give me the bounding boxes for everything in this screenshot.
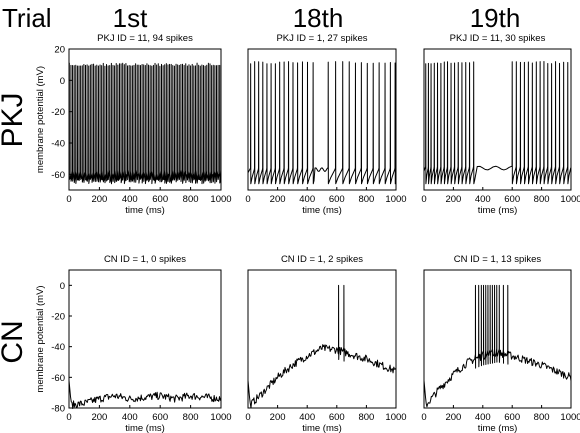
x-axis-label: time (ms) xyxy=(125,423,165,433)
panel-cn-19th: CN ID = 1, 13 spikes 0 200 400 600 800 1000 tim… xyxy=(421,254,580,433)
x-tick-label: 0 xyxy=(245,412,250,423)
x-axis-label: time (ms) xyxy=(478,423,518,433)
row-label-pkj: PKJ xyxy=(0,92,29,147)
panel-cn-1st: CN ID = 1, 0 spikes 0 200 400 600 800 1000 0 -20… xyxy=(35,254,232,433)
voltage-trace xyxy=(423,284,572,408)
panel-title-pkj-19th: PKJ ID = 11, 30 spikes xyxy=(450,33,546,44)
voltage-trace xyxy=(247,284,397,409)
x-tick-label: 400 xyxy=(475,412,491,423)
x-tick-label: 600 xyxy=(152,412,168,423)
x-tick-label: 800 xyxy=(183,194,199,205)
y-tick-label: 0 xyxy=(60,76,65,87)
y-tick-label: -40 xyxy=(51,342,65,353)
x-tick-label: 0 xyxy=(66,194,71,205)
x-tick-label: 800 xyxy=(358,194,374,205)
x-tick-label: 1000 xyxy=(385,194,406,205)
y-tick-label: -80 xyxy=(51,404,65,415)
x-axis-label: time (ms) xyxy=(478,205,518,216)
x-tick-label: 1000 xyxy=(210,194,231,205)
y-tick-label: -60 xyxy=(51,170,65,181)
x-tick-label: 1000 xyxy=(560,194,580,205)
y-axis-label: membrane potential (mV) xyxy=(35,66,46,173)
plot-frame xyxy=(247,269,397,409)
plot-frame xyxy=(68,269,222,409)
x-tick-label: 800 xyxy=(358,412,374,423)
panel-title-cn-18th: CN ID = 1, 2 spikes xyxy=(281,254,363,265)
column-header-18th: 18th xyxy=(293,3,344,33)
y-tick-label: 0 xyxy=(60,281,65,292)
panel-pkj-19th: PKJ ID = 11, 30 spikes 0 200 400 600 800 1000 t… xyxy=(421,33,580,216)
x-tick-label: 0 xyxy=(421,194,426,205)
x-tick-label: 1000 xyxy=(385,412,406,423)
x-tick-label: 1000 xyxy=(210,412,231,423)
x-tick-label: 200 xyxy=(91,412,107,423)
x-tick-label: 600 xyxy=(504,412,520,423)
panel-title-cn-19th: CN ID = 1, 13 spikes xyxy=(454,254,542,265)
row-label-cn: CN xyxy=(0,320,29,363)
plot-frame xyxy=(247,48,397,191)
x-tick-label: 200 xyxy=(270,412,286,423)
x-tick-label: 400 xyxy=(299,412,315,423)
x-tick-label: 600 xyxy=(152,194,168,205)
x-tick-label: 0 xyxy=(421,412,426,423)
x-tick-label: 0 xyxy=(245,194,250,205)
x-tick-label: 200 xyxy=(445,412,461,423)
x-tick-label: 600 xyxy=(504,194,520,205)
trial-label: Trial xyxy=(2,3,52,33)
x-axis-label: time (ms) xyxy=(302,423,342,433)
x-tick-label: 600 xyxy=(329,412,345,423)
x-tick-label: 400 xyxy=(475,194,491,205)
x-tick-label: 0 xyxy=(66,412,71,423)
y-tick-label: -20 xyxy=(51,312,65,323)
x-tick-label: 800 xyxy=(534,194,550,205)
voltage-trace xyxy=(423,61,572,185)
y-tick-label: 20 xyxy=(54,45,65,56)
voltage-trace xyxy=(247,61,397,185)
y-tick-label: -40 xyxy=(51,139,65,150)
x-tick-label: 800 xyxy=(183,412,199,423)
x-tick-label: 800 xyxy=(534,412,550,423)
x-axis-label: time (ms) xyxy=(125,205,165,216)
x-tick-label: 200 xyxy=(270,194,286,205)
y-axis-label: membrane potential (mV) xyxy=(35,285,46,392)
panel-title-pkj-1st: PKJ ID = 11, 94 spikes xyxy=(97,33,193,44)
y-tick-label: -60 xyxy=(51,373,65,384)
plot-frame xyxy=(68,48,222,191)
plot-frame xyxy=(423,48,572,191)
x-tick-label: 400 xyxy=(122,412,138,423)
x-tick-label: 400 xyxy=(299,194,315,205)
y-tick-label: -20 xyxy=(51,107,65,118)
column-header-1st: 1st xyxy=(113,3,148,33)
x-tick-label: 1000 xyxy=(560,412,580,423)
plot-frame xyxy=(423,269,572,409)
voltage-trace xyxy=(68,380,222,409)
column-header-19th: 19th xyxy=(470,3,521,33)
panel-pkj-18th: PKJ ID = 1, 27 spikes 0 200 400 600 800 1000 ti… xyxy=(245,33,406,216)
panel-cn-18th: CN ID = 1, 2 spikes 0 200 400 600 800 1000 time… xyxy=(245,254,406,433)
panel-title-cn-1st: CN ID = 1, 0 spikes xyxy=(104,254,186,265)
x-axis-label: time (ms) xyxy=(302,205,342,216)
panel-title-pkj-18th: PKJ ID = 1, 27 spikes xyxy=(276,33,367,44)
x-tick-label: 200 xyxy=(91,194,107,205)
x-tick-label: 200 xyxy=(445,194,461,205)
x-tick-label: 400 xyxy=(122,194,138,205)
voltage-trace xyxy=(68,62,222,185)
x-tick-label: 600 xyxy=(329,194,345,205)
